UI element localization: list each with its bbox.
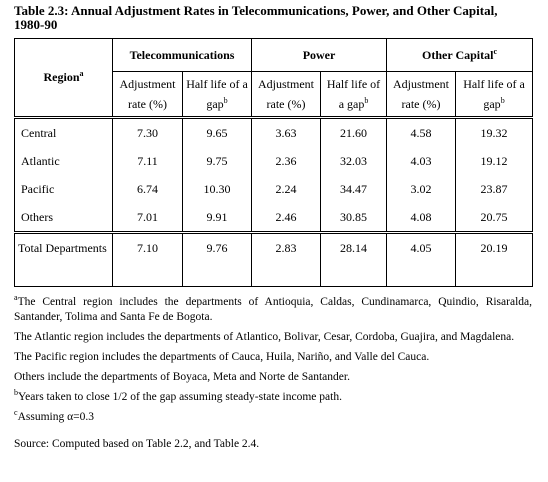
value-cell: 30.85 — [320, 203, 388, 233]
superscript: b — [364, 96, 369, 105]
footnote: The Pacific region includes the departme… — [14, 350, 532, 365]
value-cell: 6.74 — [112, 175, 183, 203]
value-cell: 7.11 — [112, 147, 183, 175]
value-cell: 32.03 — [320, 147, 388, 175]
region-cell: Others — [14, 203, 113, 233]
data-row: Atlantic 7.11 9.75 2.36 32.03 4.03 19.12 — [14, 147, 534, 175]
footnote: bYears taken to close 1/2 of the gap ass… — [14, 388, 532, 405]
column-header: Adjustment rate (%) — [112, 71, 183, 119]
column-header: Adjustment rate (%) — [251, 71, 322, 119]
group-header: Telecommunications — [111, 38, 253, 72]
column-header: Adjustment rate (%) — [386, 71, 457, 119]
cell-text: Half life of a gap — [463, 77, 525, 111]
value-cell: 23.87 — [455, 175, 534, 203]
value-cell: 7.01 — [112, 203, 183, 233]
value-cell: 20.75 — [455, 203, 534, 233]
footnote-text: Others include the departments of Boyaca… — [14, 371, 350, 383]
value-cell: 9.75 — [181, 147, 253, 175]
cell-text: Region — [43, 70, 80, 84]
subheader-row: Adjustment rate (%) Half life of a gapb Ad… — [15, 71, 534, 119]
value-cell: 4.08 — [386, 203, 457, 233]
table-title: Table 2.3: Annual Adjustment Rates in Te… — [14, 3, 498, 32]
total-row: Total Departments 7.10 9.76 2.83 28.14 4.05 20… — [14, 231, 534, 287]
column-header: Half life of a gapb — [320, 71, 388, 119]
value-cell: 9.65 — [181, 117, 253, 147]
cell-text: Adjustment rate (%) — [258, 77, 315, 111]
superscript: a — [79, 69, 84, 78]
table: Regiona Telecommunications Power Other Capi… — [14, 38, 534, 287]
footnote-text: Assuming α=0.3 — [17, 411, 94, 423]
value-cell: 9.91 — [181, 203, 253, 233]
value-cell: 20.19 — [455, 231, 534, 287]
footnote-text: Years taken to close 1/2 of the gap assu… — [18, 391, 342, 403]
value-cell: 3.02 — [386, 175, 457, 203]
value-cell: 2.24 — [251, 175, 322, 203]
value-cell: 4.58 — [386, 117, 457, 147]
superscript: a — [14, 293, 18, 303]
group-header: Other Capitalc — [386, 38, 534, 72]
footnote-text: The Atlantic region includes the departm… — [14, 331, 515, 343]
cell-text: Half life of a gap — [186, 77, 248, 111]
data-row: Others 7.01 9.91 2.46 30.85 4.08 20.75 — [14, 203, 534, 233]
group-header: Power — [251, 38, 388, 72]
header-row: Regiona Telecommunications Power Other Capi… — [14, 38, 534, 119]
superscript: b — [500, 96, 505, 105]
superscript: b — [14, 388, 18, 398]
cell-text: Half life of a gap — [326, 77, 381, 111]
footnote-text: The Pacific region includes the departme… — [14, 351, 430, 363]
value-cell: 34.47 — [320, 175, 388, 203]
value-cell: 28.14 — [320, 231, 388, 287]
column-header: Half life of a gapb — [181, 71, 253, 119]
cell-text: Power — [302, 47, 336, 62]
footnote-text: The Central region includes the departme… — [14, 296, 532, 323]
value-cell: 2.83 — [251, 231, 322, 287]
value-cell: 2.36 — [251, 147, 322, 175]
footnotes: aThe Central region includes the departm… — [14, 293, 532, 457]
value-cell: 19.12 — [455, 147, 534, 175]
region-cell: Central — [14, 117, 113, 147]
footnote: cAssuming α=0.3 — [14, 408, 532, 425]
source-note: Source: Computed based on Table 2.2, and… — [14, 438, 260, 450]
value-cell: 21.60 — [320, 117, 388, 147]
value-cell: 7.30 — [112, 117, 183, 147]
region-cell: Total Departments — [14, 231, 113, 287]
value-cell: 4.03 — [386, 147, 457, 175]
superscript: b — [223, 96, 228, 105]
footnote: aThe Central region includes the departm… — [14, 293, 532, 325]
data-row: Pacific 6.74 10.30 2.24 34.47 3.02 23.87 — [14, 175, 534, 203]
value-cell: 3.63 — [251, 117, 322, 147]
footnote: Others include the departments of Boyaca… — [14, 370, 532, 385]
cell-text: Adjustment rate (%) — [393, 77, 450, 111]
superscript: c — [14, 408, 18, 418]
region-header: Regiona — [14, 38, 113, 119]
cell-text: Other Capital — [422, 47, 494, 62]
footnote: The Atlantic region includes the departm… — [14, 330, 532, 345]
value-cell: 2.46 — [251, 203, 322, 233]
value-cell: 4.05 — [386, 231, 457, 287]
cell-text: Telecommunications — [129, 47, 235, 62]
region-cell: Pacific — [14, 175, 113, 203]
value-cell: 19.32 — [455, 117, 534, 147]
value-cell: 9.76 — [181, 231, 253, 287]
value-cell: 7.10 — [112, 231, 183, 287]
region-cell: Atlantic — [14, 147, 113, 175]
cell-text: Adjustment rate (%) — [119, 77, 176, 111]
column-header: Half life of a gapb — [455, 71, 534, 119]
superscript: c — [493, 46, 498, 56]
value-cell: 10.30 — [181, 175, 253, 203]
data-row: Central 7.30 9.65 3.63 21.60 4.58 19.32 — [14, 117, 534, 147]
